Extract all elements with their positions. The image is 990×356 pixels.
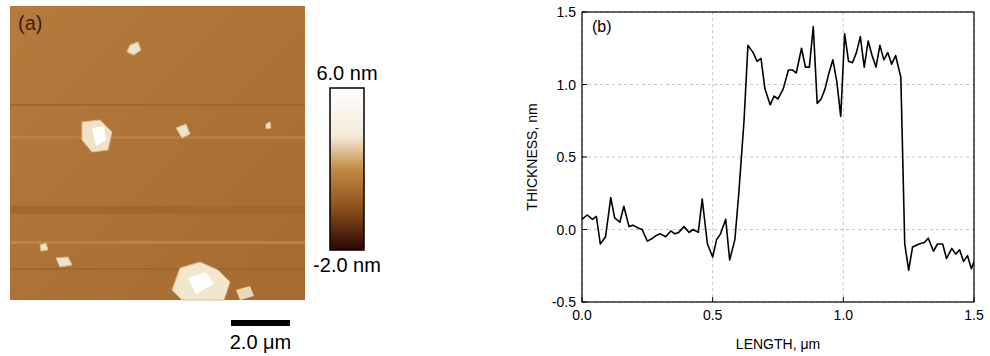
scan-line bbox=[10, 206, 305, 214]
colorbar-label: -2.0 nm bbox=[313, 254, 381, 276]
panel-label: (a) bbox=[18, 12, 42, 34]
flake bbox=[92, 126, 106, 146]
tick-label: 1.5 bbox=[557, 4, 577, 20]
scan-line bbox=[10, 104, 305, 106]
flake bbox=[188, 272, 214, 294]
figure: (a) 2.0 μm 6.0 nm -2.0 nm 0.0 0.5 1.0 1.5 -0.5 0.… bbox=[0, 0, 990, 356]
flake bbox=[82, 120, 112, 152]
tick-label: 1.5 bbox=[964, 307, 984, 323]
plot-frame bbox=[582, 12, 974, 302]
scan-line bbox=[10, 136, 305, 139]
tick bbox=[712, 297, 713, 302]
tick-label: 1.0 bbox=[834, 307, 854, 323]
colorbar bbox=[330, 88, 364, 250]
afm-image bbox=[10, 6, 305, 300]
tick-label: -0.5 bbox=[552, 294, 576, 310]
panel-label: (b) bbox=[592, 18, 612, 35]
tick-label: 0.5 bbox=[703, 307, 723, 323]
grid-line bbox=[582, 157, 974, 158]
flake bbox=[236, 286, 254, 300]
scan-line bbox=[10, 241, 305, 244]
grid-line bbox=[582, 84, 974, 85]
x-axis-title: LENGTH, μm bbox=[736, 336, 820, 352]
flake bbox=[176, 124, 190, 138]
grid-line bbox=[712, 12, 713, 302]
profile-line bbox=[582, 27, 974, 271]
flake bbox=[40, 243, 48, 251]
scan-line bbox=[10, 268, 305, 270]
scale-bar bbox=[231, 320, 290, 326]
tick bbox=[582, 157, 587, 158]
flake bbox=[266, 122, 271, 129]
flake bbox=[56, 257, 72, 267]
scale-bar-label: 2.0 μm bbox=[230, 331, 292, 353]
plot-area bbox=[582, 27, 974, 271]
flake bbox=[172, 262, 230, 300]
tick bbox=[843, 297, 844, 302]
tick-label: 0.5 bbox=[557, 149, 577, 165]
tick bbox=[582, 229, 587, 230]
colorbar-label: 6.0 nm bbox=[316, 62, 377, 84]
flake bbox=[127, 42, 141, 55]
tick-label: 1.0 bbox=[557, 77, 577, 93]
tick bbox=[582, 84, 587, 85]
tick-label: 0.0 bbox=[557, 222, 577, 238]
y-axis-title: THICKNESS, nm bbox=[524, 103, 540, 210]
